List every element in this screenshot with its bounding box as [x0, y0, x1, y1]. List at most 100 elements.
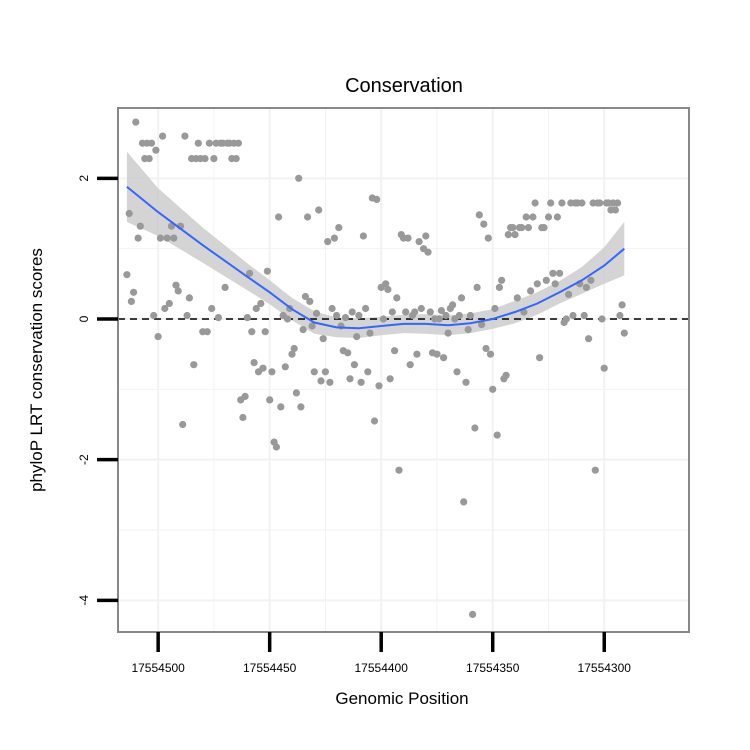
data-point — [480, 220, 488, 228]
data-point — [393, 294, 401, 302]
data-point — [179, 420, 187, 429]
data-point — [232, 155, 240, 163]
data-point — [502, 371, 510, 379]
data-point — [321, 368, 329, 376]
data-point — [263, 267, 271, 275]
data-point — [355, 311, 363, 320]
data-point — [402, 308, 410, 316]
data-point — [404, 234, 412, 242]
data-point — [181, 132, 189, 140]
data-point — [130, 288, 138, 296]
data-point — [495, 283, 503, 291]
data-point — [484, 234, 492, 242]
data-point — [580, 311, 588, 320]
data-point — [350, 361, 358, 369]
data-point — [359, 232, 367, 240]
data-point — [460, 498, 468, 506]
x-tick-label: 17554300 — [578, 661, 632, 675]
data-point — [261, 328, 269, 336]
data-point — [290, 344, 298, 353]
data-point — [531, 199, 539, 207]
data-point — [513, 294, 521, 302]
data-point — [266, 396, 274, 404]
chart-title: Conservation — [345, 75, 463, 97]
data-point — [379, 315, 387, 323]
data-point — [440, 354, 448, 362]
data-point — [536, 354, 544, 362]
y-axis-title: phyloP LRT conservation scores — [27, 248, 46, 492]
data-point — [422, 232, 430, 240]
data-point — [426, 308, 434, 316]
data-point — [283, 315, 292, 323]
data-point — [304, 213, 312, 221]
confidence-ribbon — [126, 151, 625, 338]
data-point — [558, 199, 566, 207]
scatter-points — [123, 118, 628, 619]
data-point — [464, 326, 472, 334]
data-point — [243, 314, 251, 322]
data-point — [375, 382, 383, 390]
y-tick-label: 0 — [77, 315, 91, 322]
data-point — [547, 199, 555, 207]
data-point — [493, 431, 501, 439]
data-point — [382, 280, 390, 288]
data-point — [391, 347, 399, 355]
data-point — [275, 213, 283, 221]
data-point — [288, 350, 296, 358]
data-point — [208, 304, 216, 313]
data-point — [127, 297, 135, 305]
data-point — [185, 294, 193, 302]
data-point — [163, 234, 171, 242]
data-point — [591, 466, 599, 474]
data-point — [134, 234, 142, 242]
x-tick-label: 17554400 — [355, 661, 409, 675]
data-point — [183, 311, 191, 320]
data-point — [292, 389, 300, 397]
data-point — [277, 403, 285, 411]
data-point — [442, 311, 450, 320]
data-point — [317, 377, 325, 385]
data-point — [388, 308, 396, 316]
data-point — [475, 211, 483, 219]
data-point — [306, 297, 314, 305]
data-point — [328, 304, 336, 313]
data-point — [214, 314, 222, 322]
data-point — [524, 224, 533, 232]
data-point — [384, 285, 392, 294]
data-point — [411, 308, 419, 316]
data-point — [210, 155, 218, 163]
data-point — [457, 294, 466, 302]
data-point — [471, 424, 479, 432]
data-point — [165, 299, 173, 308]
data-point — [132, 118, 140, 126]
x-tick-label: 17554350 — [466, 661, 520, 675]
data-point — [620, 329, 628, 337]
data-point — [511, 231, 519, 239]
data-point — [614, 199, 622, 207]
data-point — [491, 304, 499, 313]
data-point — [466, 311, 474, 320]
data-point — [344, 349, 352, 357]
data-point — [326, 378, 334, 386]
data-point — [618, 301, 626, 309]
data-point — [549, 269, 557, 277]
data-point — [295, 174, 303, 182]
data-point — [469, 610, 477, 619]
y-tick-label: 2 — [77, 175, 91, 182]
data-point — [596, 199, 604, 207]
data-point — [415, 238, 423, 246]
y-axis: 2 0 -2 -4 — [77, 175, 118, 606]
data-point — [308, 322, 316, 330]
x-tick-label: 17554450 — [243, 661, 297, 675]
data-point — [246, 269, 254, 277]
x-axis: 17554500 17554450 17554400 17554350 17554300 — [131, 632, 631, 675]
data-point — [205, 139, 213, 147]
data-point — [578, 199, 586, 207]
data-point — [241, 392, 249, 400]
data-point — [330, 234, 338, 242]
data-point — [203, 328, 211, 336]
data-point — [449, 301, 457, 309]
data-point — [299, 326, 307, 334]
data-point — [201, 155, 209, 163]
y-tick-label: -4 — [77, 595, 91, 606]
